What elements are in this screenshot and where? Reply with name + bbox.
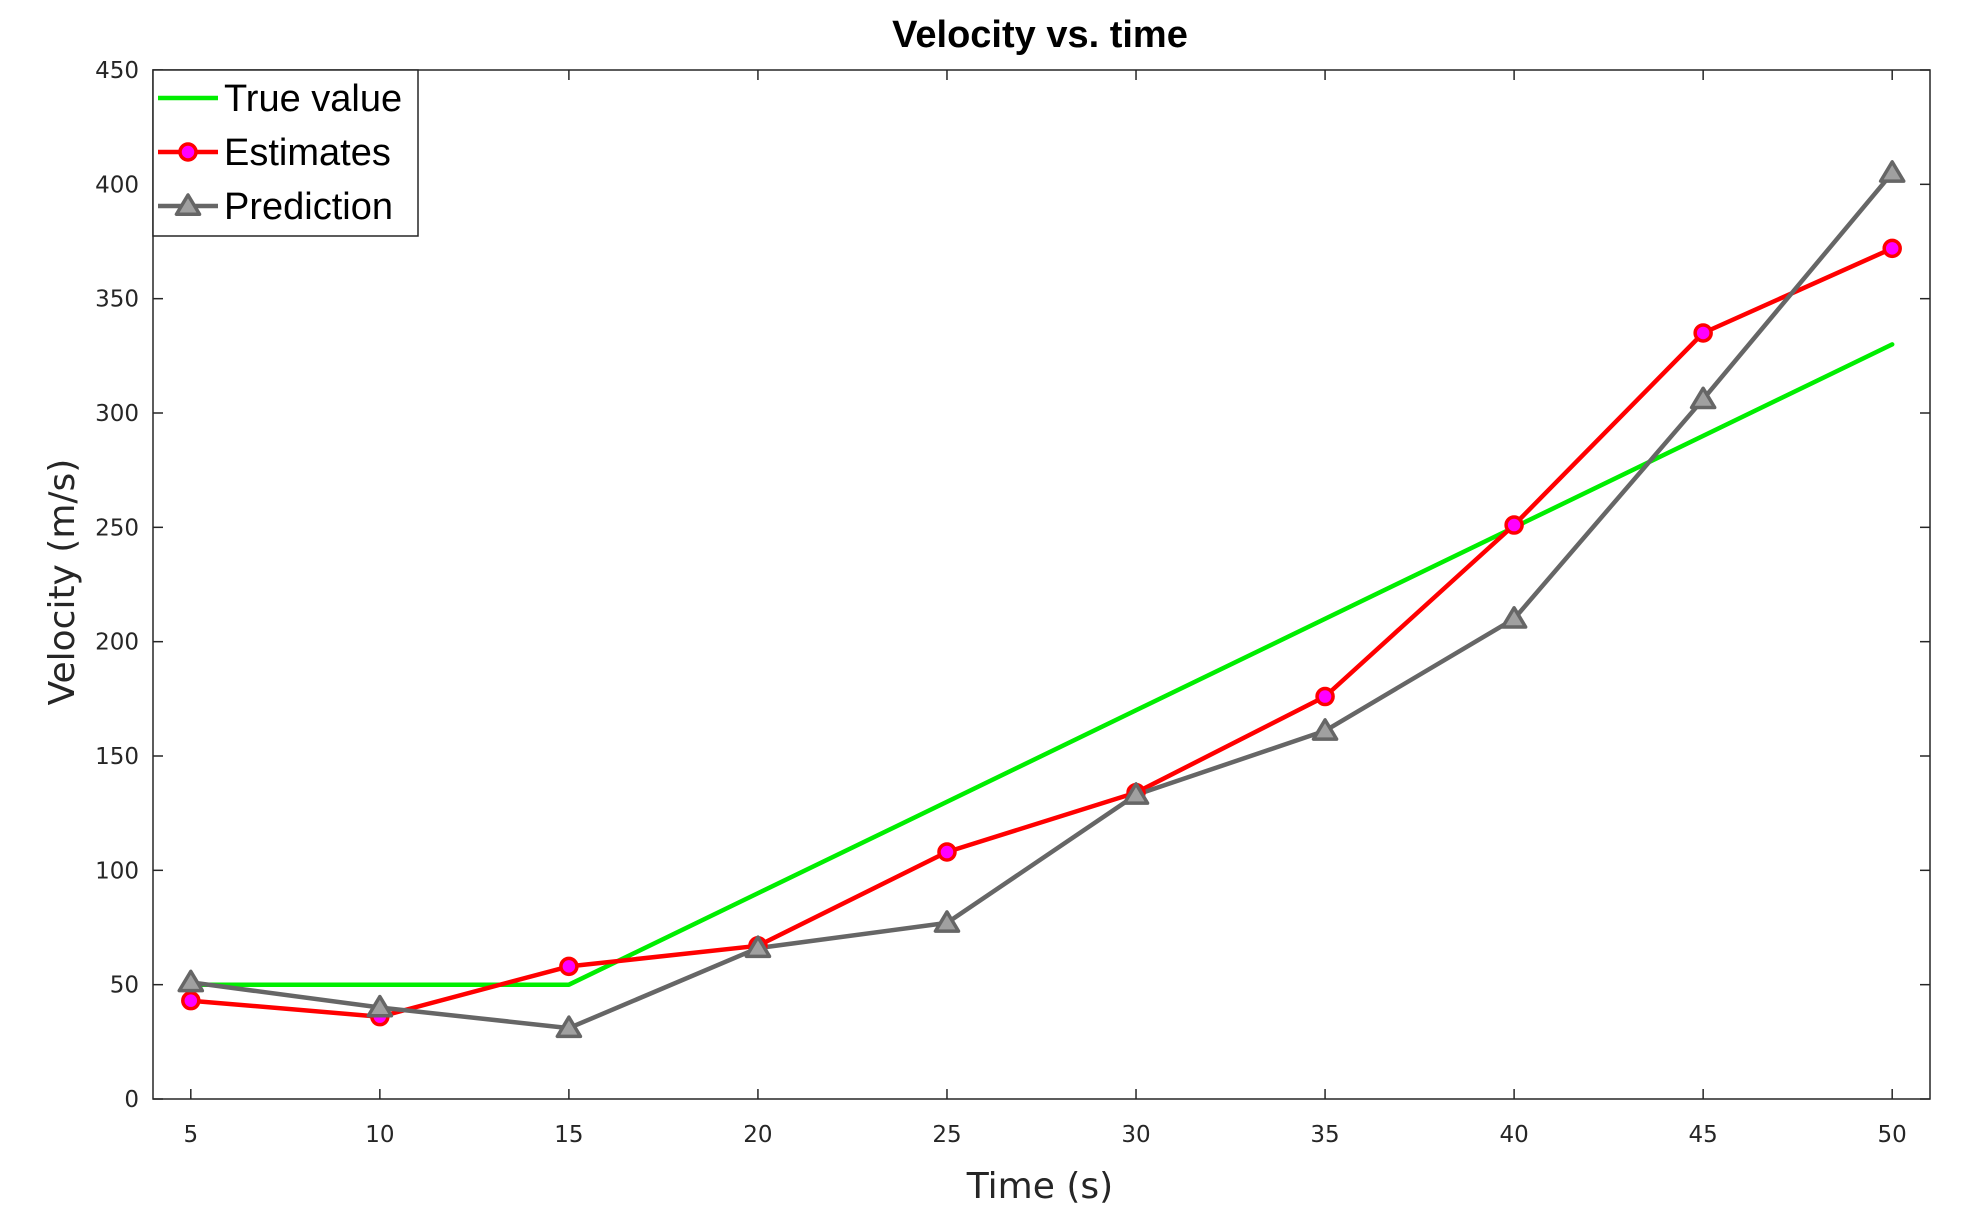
data-point-estimates	[1882, 238, 1902, 259]
legend-marker-estimates	[178, 142, 198, 162]
legend-entries: True value Estimates Prediction	[158, 78, 402, 228]
data-point-estimates	[1315, 686, 1335, 707]
data-point-prediction	[933, 910, 961, 933]
y-tick-label: 450	[95, 58, 139, 84]
data-point-estimates	[181, 990, 201, 1011]
legend-label-true-value: True value	[224, 78, 402, 120]
x-tick-label: 15	[554, 1122, 583, 1148]
data-point-prediction	[366, 994, 394, 1018]
data-point-prediction	[1311, 718, 1339, 741]
y-tick-label: 0	[124, 1087, 139, 1113]
x-tick-label: 10	[365, 1122, 394, 1148]
legend[interactable]: True value Estimates Prediction	[152, 69, 419, 237]
x-tick-label: 45	[1689, 1122, 1718, 1148]
data-point-prediction	[1878, 160, 1906, 183]
y-axis-label: Velocity (m/s)	[42, 459, 83, 706]
legend-label-estimates: Estimates	[224, 132, 391, 174]
series-line-true-value	[188, 342, 1895, 987]
x-tick-label: 5	[183, 1122, 198, 1148]
legend-marker-prediction	[174, 193, 202, 216]
series-lines	[188, 170, 1895, 1031]
y-tick-label: 50	[110, 973, 139, 999]
data-point-estimates	[937, 842, 957, 862]
x-tick-label: 35	[1310, 1122, 1339, 1148]
data-point-prediction	[1500, 606, 1528, 629]
data-point-estimates	[559, 956, 579, 977]
series-markers	[177, 160, 1906, 1039]
data-point-estimates	[1504, 515, 1524, 535]
plot-area	[152, 69, 1931, 1100]
x-tick-label: 20	[743, 1122, 772, 1148]
data-point-estimates	[1693, 323, 1713, 343]
series-line-estimates	[188, 246, 1895, 1019]
y-tick-label: 150	[95, 744, 139, 770]
legend-label-prediction: Prediction	[224, 186, 393, 228]
axis-ticks: 5 10 15 20 25 30 35 40 45 50 0 50 100 150 200 250 300 350…	[95, 58, 1930, 1148]
y-tick-label: 100	[95, 858, 139, 884]
data-point-prediction	[177, 969, 205, 993]
data-point-prediction	[744, 935, 772, 959]
x-tick-label: 30	[1121, 1122, 1150, 1148]
chart-title: Velocity vs. time	[892, 14, 1188, 56]
data-point-prediction	[1689, 386, 1717, 410]
x-tick-label: 25	[932, 1122, 961, 1148]
y-tick-label: 200	[95, 630, 139, 656]
x-tick-label: 40	[1499, 1122, 1528, 1148]
data-point-prediction	[555, 1015, 583, 1039]
y-tick-label: 250	[95, 515, 139, 541]
x-tick-label: 50	[1878, 1122, 1907, 1148]
y-tick-label: 400	[95, 172, 139, 198]
data-point-prediction	[1122, 782, 1150, 805]
series-line-prediction	[188, 170, 1895, 1031]
y-tick-label: 300	[95, 401, 139, 427]
y-tick-label: 350	[95, 287, 139, 313]
x-axis-label: Time (s)	[966, 1166, 1113, 1207]
